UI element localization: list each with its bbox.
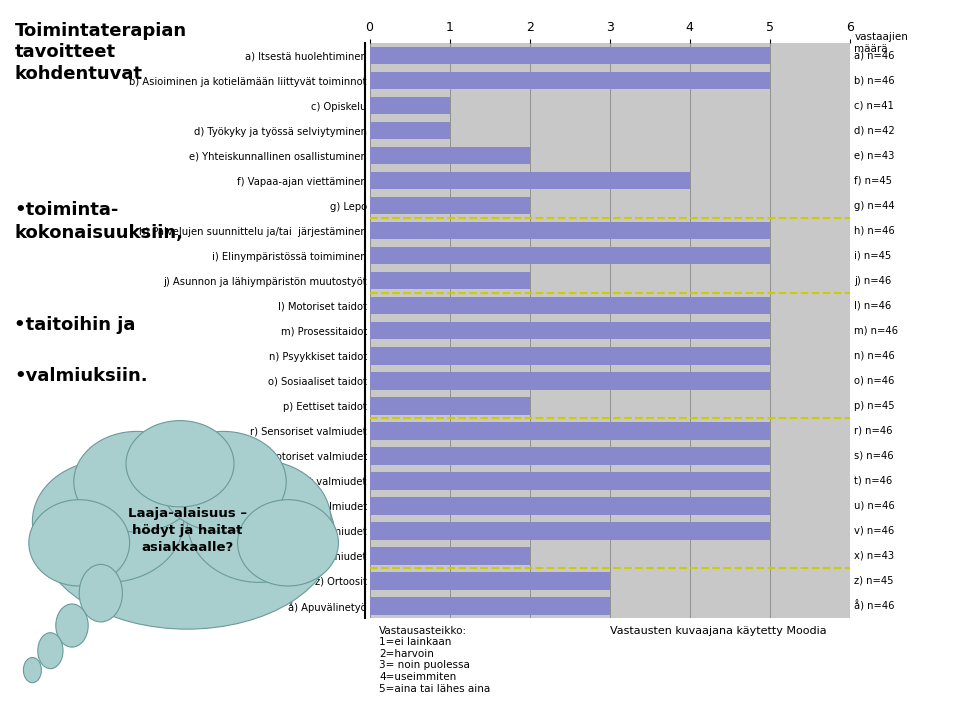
Bar	[370, 222, 770, 239]
Bar	[370, 297, 770, 314]
Text: b) n=46: b) n=46	[854, 75, 895, 86]
Bar	[370, 322, 770, 339]
Bar	[370, 447, 770, 464]
Text: l) n=46: l) n=46	[854, 301, 892, 311]
Bar	[370, 147, 530, 165]
Bar	[370, 347, 770, 365]
Ellipse shape	[187, 460, 331, 582]
Ellipse shape	[80, 564, 123, 622]
Bar	[370, 572, 610, 590]
Text: d) n=42: d) n=42	[854, 126, 895, 136]
Text: Vastausasteikko:
1=ei lainkaan
2=harvoin
3= noin puolessa
4=useimmiten
5=aina ta: Vastausasteikko: 1=ei lainkaan 2=harvoin…	[379, 626, 491, 694]
Text: •taitoihin ja: •taitoihin ja	[14, 316, 135, 334]
Text: g) n=44: g) n=44	[854, 201, 895, 211]
Bar	[370, 597, 610, 615]
Text: h) n=46: h) n=46	[854, 226, 895, 236]
Text: x) n=43: x) n=43	[854, 551, 895, 561]
Text: r) n=46: r) n=46	[854, 426, 893, 436]
Text: t) n=46: t) n=46	[854, 476, 893, 486]
Text: p) n=45: p) n=45	[854, 400, 895, 411]
Text: Laaja-alaisuus –
hödyt ja haitat
asiakkaalle?: Laaja-alaisuus – hödyt ja haitat asiakka…	[128, 507, 247, 554]
Bar	[370, 422, 770, 439]
Bar	[370, 197, 530, 214]
Bar	[370, 72, 770, 89]
Text: vastaajien
määrä: vastaajien määrä	[854, 32, 908, 54]
Text: j) n=46: j) n=46	[854, 275, 892, 285]
Ellipse shape	[29, 500, 130, 586]
Ellipse shape	[56, 604, 88, 647]
Bar	[370, 272, 530, 290]
Bar	[370, 497, 770, 515]
Bar	[370, 97, 449, 114]
Text: i) n=45: i) n=45	[854, 251, 892, 261]
Text: u) n=46: u) n=46	[854, 501, 895, 510]
Text: z) n=45: z) n=45	[854, 576, 894, 586]
Text: o) n=46: o) n=46	[854, 376, 895, 386]
Text: a) n=46: a) n=46	[854, 50, 895, 60]
Ellipse shape	[39, 442, 335, 629]
Bar	[370, 397, 530, 415]
Text: •toiminta-
kokonaisuuksiin,: •toiminta- kokonaisuuksiin,	[14, 201, 183, 242]
Ellipse shape	[33, 460, 183, 582]
Ellipse shape	[126, 421, 234, 507]
Ellipse shape	[23, 657, 41, 683]
Text: m) n=46: m) n=46	[854, 326, 899, 336]
Text: v) n=46: v) n=46	[854, 526, 895, 536]
Ellipse shape	[74, 431, 200, 532]
Text: c) n=41: c) n=41	[854, 101, 895, 111]
Text: f) n=45: f) n=45	[854, 175, 893, 186]
Bar	[370, 122, 449, 139]
Ellipse shape	[238, 500, 338, 586]
Text: Vastausten kuvaajana käytetty Moodia: Vastausten kuvaajana käytetty Moodia	[610, 626, 827, 636]
Bar	[370, 547, 530, 564]
Bar	[370, 47, 770, 65]
Text: Toimintaterapian
tavoitteet
kohdentuvat: Toimintaterapian tavoitteet kohdentuvat	[14, 22, 186, 83]
Text: å) n=46: å) n=46	[854, 600, 895, 612]
Bar	[370, 522, 770, 539]
Text: n) n=46: n) n=46	[854, 351, 895, 361]
Text: s) n=46: s) n=46	[854, 451, 894, 461]
Bar	[370, 172, 689, 189]
Text: •valmiuksiin.: •valmiuksiin.	[14, 367, 148, 385]
Bar	[370, 472, 770, 490]
Ellipse shape	[160, 431, 286, 532]
Bar	[370, 372, 770, 390]
Text: e) n=43: e) n=43	[854, 151, 895, 160]
Bar	[370, 247, 770, 265]
Ellipse shape	[37, 633, 63, 669]
